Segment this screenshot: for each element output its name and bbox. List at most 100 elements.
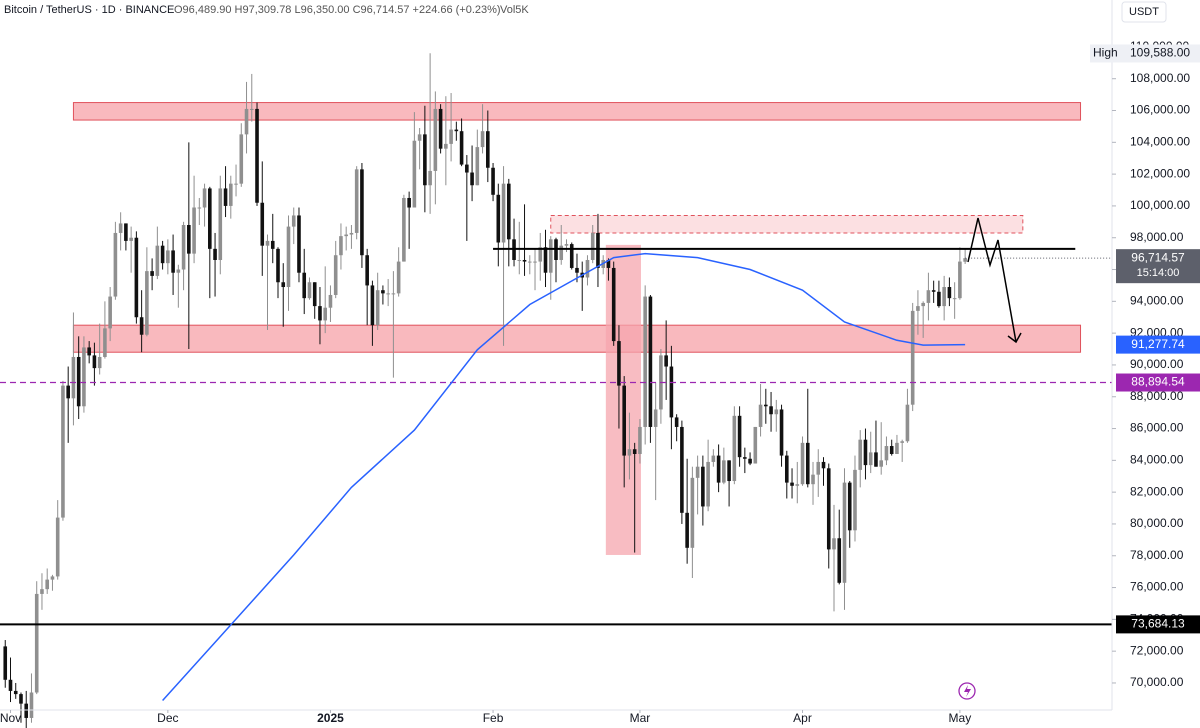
candle-body — [281, 282, 286, 288]
price-badge-label: 91,277.74 — [1131, 337, 1185, 351]
candle-body — [202, 188, 207, 208]
candle-body — [391, 293, 396, 295]
candle-body — [958, 261, 962, 299]
candle-body — [234, 183, 238, 185]
candle-body — [286, 226, 291, 288]
candle-body — [433, 108, 438, 171]
candle-body — [438, 108, 443, 149]
candle-body — [155, 245, 160, 276]
candle-body — [34, 593, 39, 693]
candle-body — [24, 703, 29, 718]
candle-body — [291, 215, 296, 227]
y-tick-label: 98,000.00 — [1130, 230, 1184, 244]
zone — [72, 102, 1082, 121]
candle-body — [900, 441, 904, 443]
candle-body — [71, 356, 76, 399]
candle-body — [522, 259, 527, 262]
candle-body — [590, 232, 595, 260]
candle-body — [622, 385, 626, 456]
price-badge — [1116, 373, 1200, 392]
candle-body — [942, 287, 946, 307]
event-icon[interactable] — [958, 682, 976, 700]
price-badge-label: 96,714.57 — [1131, 250, 1185, 264]
candle-body — [339, 236, 343, 256]
currency-box[interactable] — [1121, 1, 1167, 23]
y-tick-label: 102,000.00 — [1130, 166, 1190, 180]
candle-body — [370, 285, 375, 326]
candle-body — [307, 282, 312, 299]
high-value: 109,588.00 — [1130, 46, 1190, 60]
projection-arrow — [967, 217, 1017, 343]
candle-body — [55, 517, 60, 577]
candle-body — [176, 269, 181, 273]
candle-body — [118, 223, 123, 233]
candle-body — [910, 310, 915, 405]
candle-body — [491, 167, 495, 195]
candle-body — [926, 290, 931, 303]
candle-body — [947, 287, 952, 299]
candle-body — [496, 194, 501, 243]
candle-body — [255, 108, 259, 203]
volume: Vol5K — [500, 4, 529, 16]
candle-body — [360, 169, 364, 256]
y-tick-label: 108,000.00 — [1130, 71, 1190, 85]
candle-body — [748, 458, 752, 464]
candle-body — [396, 261, 401, 294]
candle-body — [19, 694, 23, 704]
candle-body — [344, 234, 348, 237]
candle-body — [244, 108, 249, 135]
x-tick-label: May — [949, 711, 972, 725]
candle-body — [50, 576, 55, 580]
ohlc-readout: O96,489.90 H97,309.78 L96,350.00 C96,714… — [174, 4, 501, 16]
candle-body — [805, 442, 810, 485]
x-tick-label: Apr — [793, 711, 812, 725]
candle-body — [197, 207, 202, 209]
candle-body — [328, 294, 333, 308]
candle-body — [449, 129, 453, 144]
candle-body — [695, 466, 700, 478]
candle-body — [548, 239, 553, 273]
event-icon-bolt — [964, 685, 971, 697]
candle-body — [627, 449, 632, 456]
candle-body — [97, 356, 102, 369]
candle-body — [349, 232, 354, 235]
candle-body — [465, 164, 469, 173]
candle-body — [569, 244, 574, 268]
candle-body — [832, 538, 836, 550]
candle-body — [113, 232, 118, 297]
y-tick-label: 88,000.00 — [1130, 389, 1184, 403]
candle-body — [134, 237, 139, 318]
candle-body — [459, 131, 464, 165]
price-badge-label: 73,684.13 — [1131, 617, 1185, 631]
candle-body — [811, 474, 815, 485]
y-tick-label: 94,000.00 — [1130, 294, 1184, 308]
candle-body — [722, 460, 726, 483]
candle-body — [412, 140, 417, 208]
candle-body — [648, 296, 653, 427]
candle-body — [160, 245, 165, 264]
candle-body — [318, 306, 322, 321]
candle-body — [596, 232, 600, 268]
candle-body — [417, 134, 422, 141]
candle-body — [381, 290, 385, 294]
y-tick-label: 90,000.00 — [1130, 357, 1184, 371]
candle-body — [312, 282, 317, 307]
x-tick-label: Dec — [157, 711, 178, 725]
candle-body — [375, 290, 380, 326]
candle-body — [585, 259, 590, 278]
candle-body — [963, 258, 967, 262]
arrow-head — [1007, 332, 1022, 344]
candle-body — [732, 415, 737, 482]
candle-body — [559, 245, 564, 260]
y-tick-label: 104,000.00 — [1130, 134, 1190, 148]
lines — [0, 247, 1112, 702]
candle-body — [711, 455, 716, 462]
candle-body — [454, 129, 459, 132]
candle-body — [108, 296, 112, 329]
x-tick-label: Nov — [0, 711, 21, 725]
candle-body — [265, 240, 270, 246]
candle-body — [333, 255, 338, 295]
candle-body — [575, 267, 579, 273]
candle-body — [29, 692, 34, 718]
y-tick-label: 84,000.00 — [1130, 453, 1184, 467]
